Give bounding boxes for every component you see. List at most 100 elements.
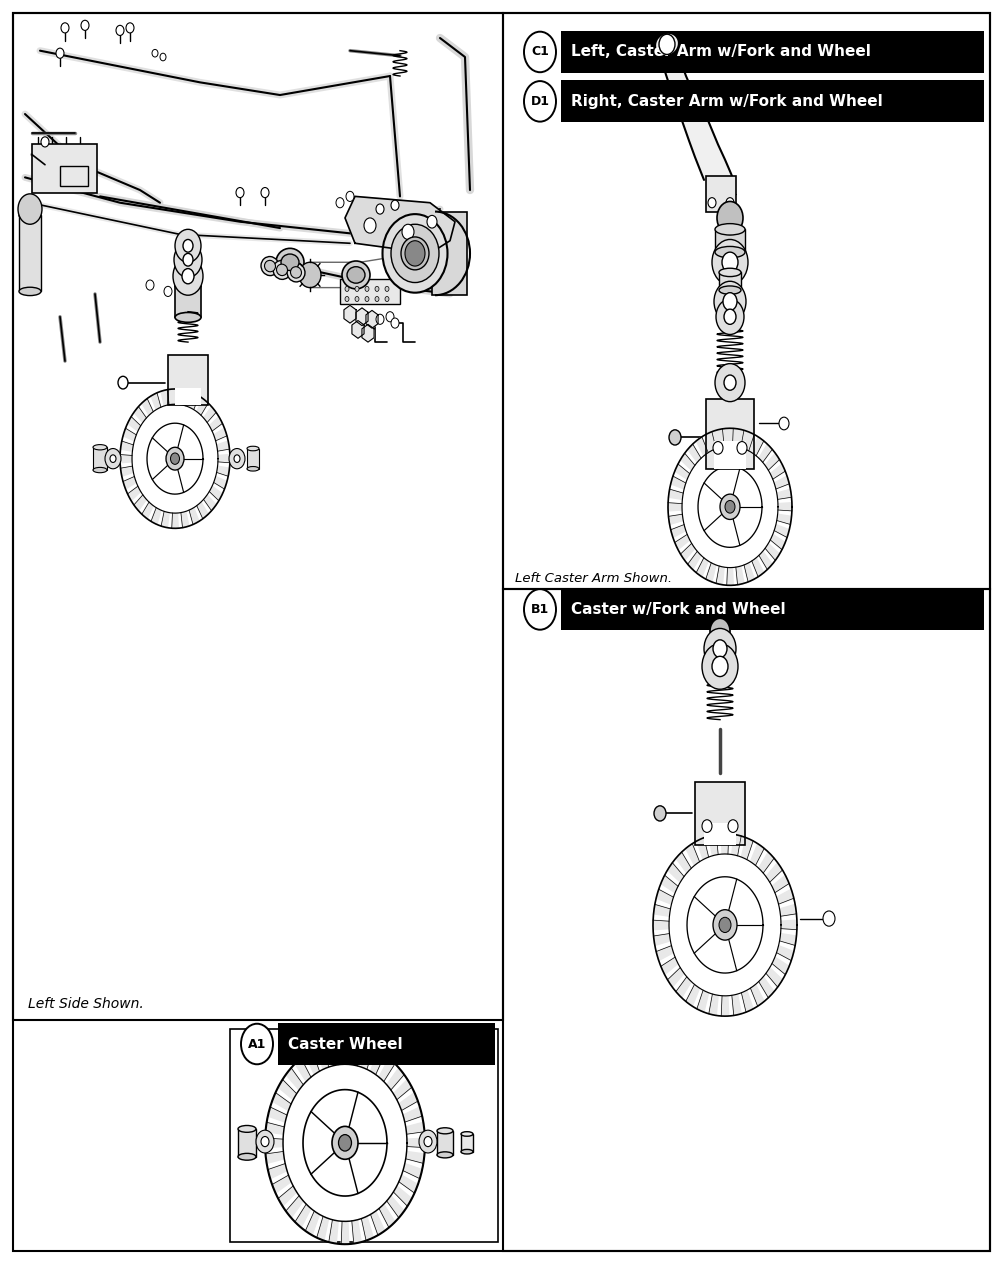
Polygon shape xyxy=(671,525,686,537)
Polygon shape xyxy=(123,476,136,489)
Polygon shape xyxy=(272,1176,291,1194)
Circle shape xyxy=(724,309,736,324)
Circle shape xyxy=(164,286,172,296)
Text: Left, Caster Arm w/Fork and Wheel: Left, Caster Arm w/Fork and Wheel xyxy=(571,44,871,60)
Polygon shape xyxy=(341,1041,349,1064)
Circle shape xyxy=(737,441,747,454)
Polygon shape xyxy=(668,514,683,525)
Polygon shape xyxy=(750,844,764,865)
Polygon shape xyxy=(379,1058,395,1082)
Bar xyxy=(706,176,736,212)
Polygon shape xyxy=(680,544,695,560)
Ellipse shape xyxy=(291,266,301,279)
Polygon shape xyxy=(393,1079,412,1100)
Polygon shape xyxy=(752,557,764,576)
Polygon shape xyxy=(214,428,227,441)
Circle shape xyxy=(146,280,154,290)
Bar xyxy=(695,782,745,845)
Ellipse shape xyxy=(175,313,201,322)
Circle shape xyxy=(126,23,134,33)
Text: C1: C1 xyxy=(531,46,549,58)
Polygon shape xyxy=(393,1186,412,1206)
Polygon shape xyxy=(151,508,161,525)
Polygon shape xyxy=(268,1163,287,1178)
Circle shape xyxy=(152,49,158,57)
Polygon shape xyxy=(151,393,161,409)
Circle shape xyxy=(704,628,736,669)
Ellipse shape xyxy=(719,269,741,276)
Text: Left Caster Arm Shown.: Left Caster Arm Shown. xyxy=(515,573,672,585)
Text: Caster Wheel: Caster Wheel xyxy=(288,1036,403,1052)
Polygon shape xyxy=(654,905,670,916)
Polygon shape xyxy=(209,487,222,500)
Circle shape xyxy=(81,20,89,30)
Circle shape xyxy=(712,239,748,285)
Ellipse shape xyxy=(299,262,321,288)
Ellipse shape xyxy=(347,267,365,284)
Circle shape xyxy=(174,242,202,277)
Circle shape xyxy=(713,441,723,454)
Text: A1: A1 xyxy=(248,1038,266,1050)
Polygon shape xyxy=(770,464,785,479)
Polygon shape xyxy=(752,437,764,456)
Circle shape xyxy=(419,1130,437,1153)
Polygon shape xyxy=(134,495,146,511)
Circle shape xyxy=(105,449,121,469)
Polygon shape xyxy=(286,1068,303,1090)
Polygon shape xyxy=(329,1041,338,1066)
Text: Right, Caster Arm w/Fork and Wheel: Right, Caster Arm w/Fork and Wheel xyxy=(571,94,883,109)
Circle shape xyxy=(823,911,835,926)
Polygon shape xyxy=(727,428,733,446)
Polygon shape xyxy=(661,875,678,893)
Text: Caster w/Fork and Wheel: Caster w/Fork and Wheel xyxy=(571,602,786,617)
Circle shape xyxy=(173,257,203,295)
Circle shape xyxy=(779,417,789,430)
Polygon shape xyxy=(780,934,796,945)
Polygon shape xyxy=(121,466,133,476)
Ellipse shape xyxy=(655,33,679,56)
Polygon shape xyxy=(317,1045,329,1069)
Ellipse shape xyxy=(238,1125,256,1133)
Ellipse shape xyxy=(276,248,304,276)
Polygon shape xyxy=(265,1123,284,1134)
Bar xyxy=(706,399,754,469)
Ellipse shape xyxy=(273,260,291,280)
Text: Left Side Shown.: Left Side Shown. xyxy=(28,997,144,1011)
Bar xyxy=(175,285,201,317)
Polygon shape xyxy=(407,1138,425,1148)
Polygon shape xyxy=(736,566,744,585)
Polygon shape xyxy=(399,1176,418,1194)
Polygon shape xyxy=(272,1092,291,1110)
Circle shape xyxy=(110,455,116,462)
Circle shape xyxy=(375,296,379,302)
Circle shape xyxy=(183,239,193,252)
Polygon shape xyxy=(161,512,169,527)
Ellipse shape xyxy=(93,468,107,473)
Bar xyxy=(503,589,990,1251)
Bar xyxy=(561,80,984,123)
Circle shape xyxy=(391,200,399,210)
Circle shape xyxy=(61,23,69,33)
Bar xyxy=(714,441,746,469)
Polygon shape xyxy=(772,957,789,974)
Ellipse shape xyxy=(277,264,287,276)
Polygon shape xyxy=(161,390,169,405)
Circle shape xyxy=(261,188,269,198)
Circle shape xyxy=(524,589,556,630)
Circle shape xyxy=(332,1126,358,1159)
Polygon shape xyxy=(667,863,684,882)
Polygon shape xyxy=(278,1186,297,1206)
Ellipse shape xyxy=(715,224,745,234)
Circle shape xyxy=(723,293,737,310)
Polygon shape xyxy=(181,390,189,405)
Bar xyxy=(230,1029,498,1242)
Polygon shape xyxy=(362,324,374,342)
Polygon shape xyxy=(317,1216,329,1240)
Polygon shape xyxy=(686,984,700,1006)
Polygon shape xyxy=(399,1092,418,1110)
Circle shape xyxy=(236,188,244,198)
Polygon shape xyxy=(128,487,141,500)
Polygon shape xyxy=(778,503,792,511)
Polygon shape xyxy=(736,428,744,447)
Polygon shape xyxy=(278,1079,297,1100)
